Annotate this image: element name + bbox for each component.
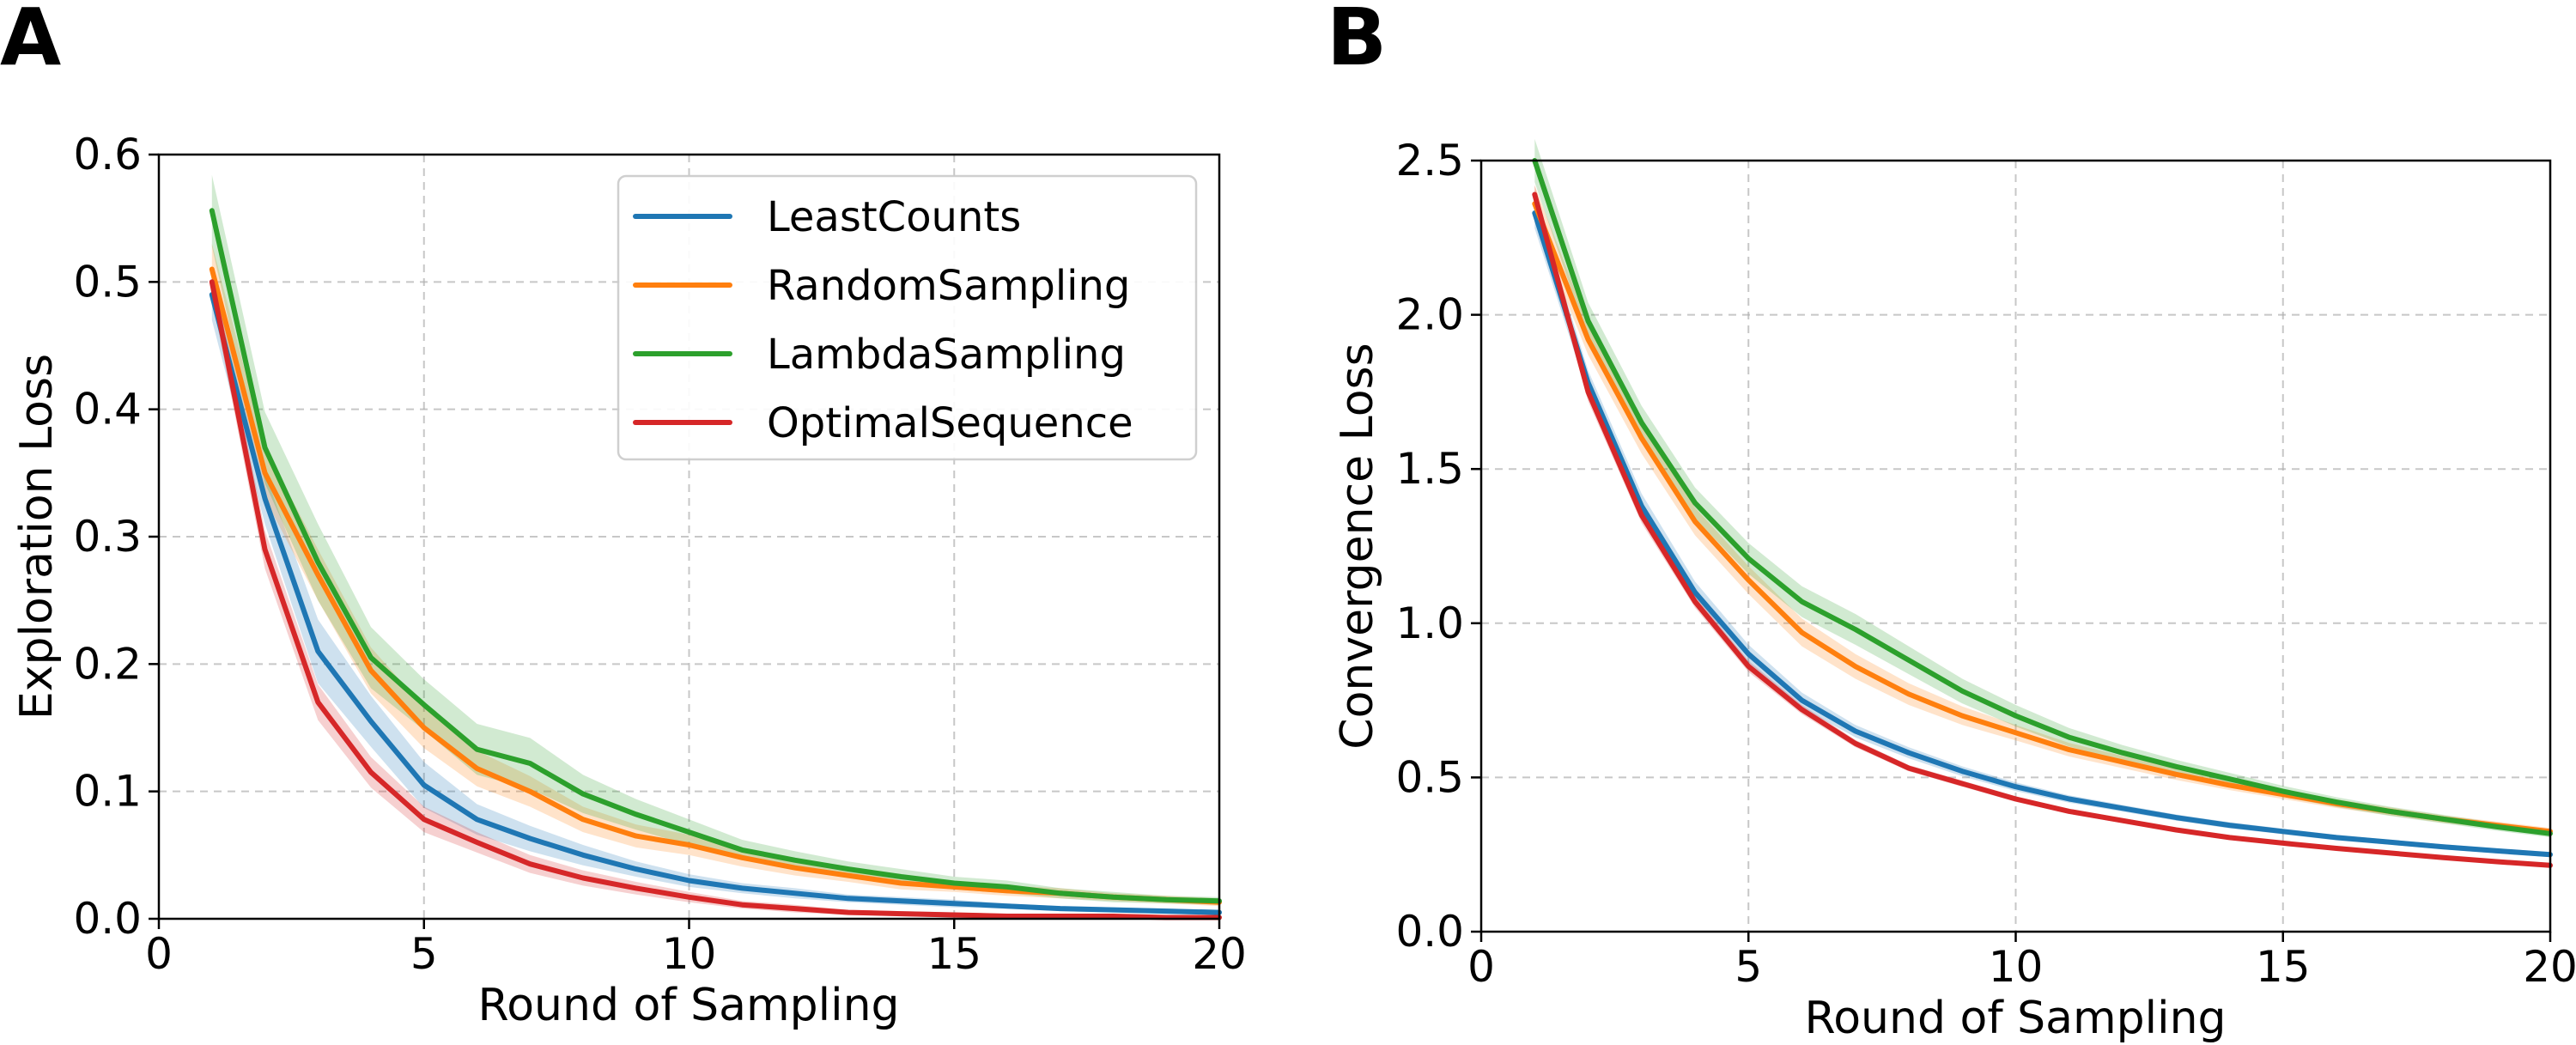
- panel-b-ticks: 0 5 10 15 20 0.0 0.5 1.0 1.5 2.0 2.5: [1395, 136, 2576, 992]
- panel-a-ytick-label: 0.5: [73, 257, 142, 307]
- panel-a-ytick-label: 0.3: [73, 512, 142, 562]
- legend-label-lambdasampling: LambdaSampling: [767, 331, 1126, 379]
- panel-a-ytick-label: 0.0: [73, 894, 142, 944]
- legend-box: [617, 174, 1198, 461]
- panel-b-xtick-label: 10: [1989, 942, 2044, 992]
- panel-a-xtick-label: 15: [927, 929, 981, 979]
- panel-b-ytick-label: 0.0: [1395, 907, 1464, 957]
- panel-a-ytick-label: 0.4: [73, 385, 142, 434]
- panel-a-ytick-label: 0.2: [73, 639, 142, 689]
- panel-a-band-lambdasampling: [211, 174, 1219, 905]
- panel-b-line-leastcounts: [1532, 210, 2553, 858]
- panel-b-lines: [1532, 158, 2553, 868]
- panel-b-line-optimalsequence: [1532, 191, 2553, 868]
- panel-b-letter: B: [1327, 0, 1387, 83]
- panel-a-ytick-label: 0.1: [73, 767, 142, 817]
- panel-a-line-lambdasampling: [209, 208, 1222, 904]
- legend-label-randomsampling: RandomSampling: [767, 262, 1130, 310]
- panel-b-xtick-label: 15: [2256, 942, 2311, 992]
- panel-a-xlabel: Round of Sampling: [477, 980, 899, 1031]
- panel-b-line-lambdasampling: [1532, 158, 2553, 836]
- panel-a-ticks: 0 5 10 15 20 0.0 0.1 0.2 0.3 0.4 0.5 0.6: [73, 130, 1246, 979]
- panel-b-ytick-label: 1.0: [1395, 598, 1464, 648]
- panel-b-xtick-label: 20: [2523, 942, 2576, 992]
- panel-b-ylabel: Convergence Loss: [1332, 343, 1383, 749]
- panel-b-ytick-label: 1.5: [1395, 444, 1464, 494]
- legend-label-leastcounts: LeastCounts: [767, 193, 1021, 241]
- panel-a-legend: LeastCounts RandomSampling LambdaSampling O…: [617, 174, 1198, 461]
- panel-a-xtick-label: 10: [662, 929, 717, 979]
- panel-a-ytick-label: 0.6: [73, 130, 142, 179]
- panel-b: B 0 5 10 15 20 0.0 0.5 1.0 1.5 2.0 2.5 Round of Sa…: [1327, 0, 2576, 1044]
- panel-b-xtick-label: 5: [1735, 942, 1762, 992]
- legend-label-optimalsequence: OptimalSequence: [767, 399, 1133, 447]
- panel-b-xlabel: Round of Sampling: [1804, 993, 2226, 1044]
- panel-b-xtick-label: 0: [1467, 942, 1495, 992]
- panel-a-xtick-label: 20: [1192, 929, 1247, 979]
- panel-b-ytick-label: 0.5: [1395, 752, 1464, 802]
- panel-a-xtick-label: 0: [145, 929, 173, 979]
- panel-b-ytick-label: 2.5: [1395, 136, 1464, 185]
- panel-a-ylabel: Exploration Loss: [11, 354, 63, 720]
- panel-a: A 0 5 10 15 20 0.0 0.1 0.2 0.3 0.4 0.5 0.6 Round of…: [0, 0, 1247, 1031]
- panel-b-ytick-label: 2.0: [1395, 290, 1464, 340]
- panel-a-line-optimalsequence: [209, 279, 1222, 920]
- panel-a-xtick-label: 5: [410, 929, 438, 979]
- panel-a-lines: [209, 208, 1222, 920]
- panel-a-letter: A: [0, 0, 61, 83]
- panel-a-line-leastcounts: [209, 292, 1222, 915]
